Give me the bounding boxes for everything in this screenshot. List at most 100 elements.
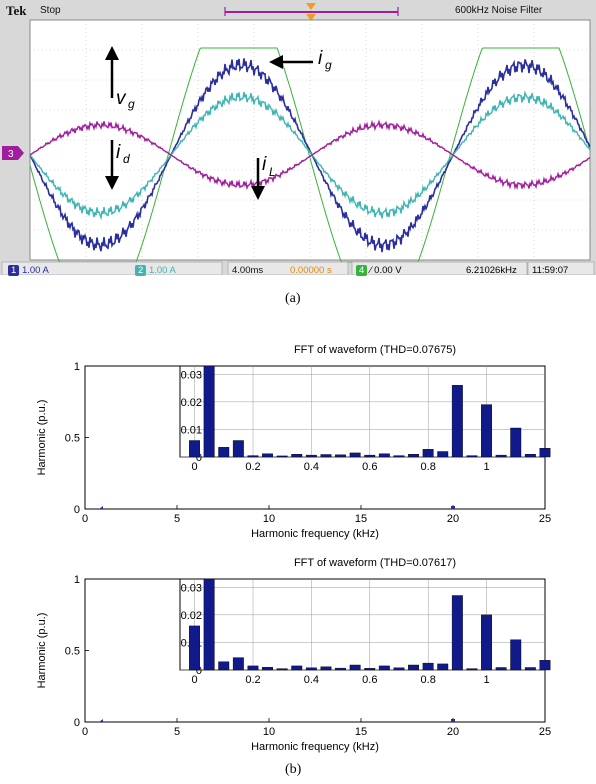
- inset-x-tick-label: 1: [484, 461, 490, 473]
- id-sub: d: [123, 152, 130, 166]
- fft-bar: [467, 669, 478, 670]
- fft-bar: [496, 668, 507, 671]
- x-tick-label: 20: [447, 513, 459, 525]
- fft-bar: [423, 449, 434, 457]
- fft-bar: [511, 640, 522, 670]
- fft-bar: [277, 669, 288, 670]
- x-tick-label: 20: [447, 726, 459, 738]
- fft-bar: [365, 455, 376, 457]
- y-tick-label: 0: [74, 504, 80, 516]
- x-tick-label: 25: [539, 513, 551, 525]
- fft-bar: [350, 665, 361, 670]
- fft-bar: [335, 455, 346, 457]
- x-tick-label: 5: [174, 513, 180, 525]
- fft-bar: [452, 385, 463, 457]
- fft-bar: [233, 441, 244, 458]
- inset-x-tick-label: 0.2: [245, 461, 260, 473]
- inset-x-tick-label: 0.8: [421, 674, 436, 686]
- inset-y-tick-label: 0.02: [181, 397, 202, 409]
- inset-x-tick-label: 0.6: [362, 674, 377, 686]
- trigger-info: 4 ∕ 0.00 V: [356, 265, 402, 276]
- ch1-scale: 1 1.00 A: [8, 265, 49, 276]
- fft-bar: [204, 579, 215, 670]
- ch2-badge: 2: [135, 265, 146, 276]
- caption-b: (b): [285, 762, 301, 778]
- y-tick-label: 0.5: [65, 433, 80, 445]
- fft-bar: [248, 666, 259, 670]
- fft-bar: [306, 455, 317, 457]
- trigger-position-marker: [306, 3, 316, 10]
- y-axis-label: Harmonic (p.u.): [36, 400, 48, 476]
- fft-bar: [248, 456, 259, 457]
- fft-bar: [438, 452, 449, 458]
- channel-3-marker-label: 3: [8, 149, 14, 160]
- fft-bar: [189, 626, 200, 670]
- iL-sub: L: [269, 165, 276, 179]
- timebase: 4.00ms: [232, 265, 263, 276]
- fft-bar: [365, 668, 376, 670]
- inset-x-tick-label: 0.2: [245, 674, 260, 686]
- fft-bar: [262, 667, 273, 670]
- trigger-level: 0.00 V: [374, 265, 401, 276]
- y-tick-label: 1: [74, 574, 80, 586]
- x-axis-label: Harmonic frequency (kHz): [251, 741, 379, 753]
- x-tick-label: 0: [82, 513, 88, 525]
- x-tick-label: 15: [355, 513, 367, 525]
- fft-bar: [467, 456, 478, 457]
- fft-bar: [496, 455, 507, 457]
- x-tick-label: 0: [82, 726, 88, 738]
- clock-readout: 11:59:07: [532, 265, 568, 276]
- fft-title: FFT of waveform (THD=0.07675): [294, 344, 456, 356]
- fft-bar: [379, 454, 390, 457]
- caption-a: (a): [285, 291, 301, 307]
- y-tick-label: 0: [74, 717, 80, 729]
- fft-bar: [394, 456, 405, 457]
- fft-bar: [540, 448, 551, 457]
- fft-bar: [525, 668, 536, 671]
- fft-bar: [292, 454, 303, 457]
- fft-bar: [540, 660, 551, 670]
- fft-bar: [423, 663, 434, 670]
- fft-bar: [233, 658, 244, 670]
- fft-bar: [408, 665, 419, 670]
- vg-label: v: [116, 88, 127, 109]
- trigger-channel-badge: 4: [356, 265, 367, 276]
- inset-x-tick-label: 0.6: [362, 461, 377, 473]
- fft-chart-1: FFT of waveform (THD=0.07675)0 5 10 15 20 250…: [36, 344, 551, 540]
- ch1-scale-value: 1.00 A: [22, 265, 49, 276]
- vg-sub: g: [128, 97, 135, 111]
- inset-y-tick-label: 0.03: [181, 582, 202, 594]
- fft-bar: [335, 668, 346, 670]
- fft-bar: [219, 447, 230, 457]
- inset-y-tick-label: 0.02: [181, 610, 202, 622]
- fft-bar: [438, 664, 449, 670]
- fft-bar: [262, 454, 273, 457]
- fft-title: FFT of waveform (THD=0.07617): [294, 557, 456, 569]
- x-tick-label: 15: [355, 726, 367, 738]
- inset-x-tick-label: 0.4: [304, 461, 319, 473]
- ch2-scale: 2 1.00 A: [135, 265, 176, 276]
- fft-bar: [350, 453, 361, 457]
- oscilloscope-screenshot: Tek Stop 600kHz Noise Filter 3 v g i g: [0, 0, 596, 275]
- scope-display: 3 v g i g i d i L: [0, 0, 596, 275]
- fft-bar: [189, 441, 200, 458]
- inset-x-tick-label: 0.8: [421, 461, 436, 473]
- x-tick-label: 10: [263, 513, 275, 525]
- fft-figure: FFT of waveform (THD=0.07675)0 5 10 15 20 250…: [0, 314, 596, 784]
- fft-bar: [321, 455, 332, 458]
- fft-bar: [277, 456, 288, 457]
- x-tick-label: 5: [174, 726, 180, 738]
- fft-bar: [481, 615, 492, 670]
- inset-x-tick-label: 0.4: [304, 674, 319, 686]
- fft-bar: [394, 668, 405, 670]
- fft-bar: [481, 405, 492, 457]
- fft-bar: [379, 666, 390, 670]
- fft-bar: [511, 428, 522, 457]
- fft-chart-2: FFT of waveform (THD=0.07617)0 5 10 15 20 250…: [36, 557, 551, 753]
- ig-sub: g: [325, 58, 332, 72]
- inset-y-tick-label: 0.03: [181, 369, 202, 381]
- ch1-badge: 1: [8, 265, 19, 276]
- fft-bar: [306, 668, 317, 670]
- time-offset: 0.00000 s: [290, 265, 332, 276]
- y-tick-label: 1: [74, 361, 80, 373]
